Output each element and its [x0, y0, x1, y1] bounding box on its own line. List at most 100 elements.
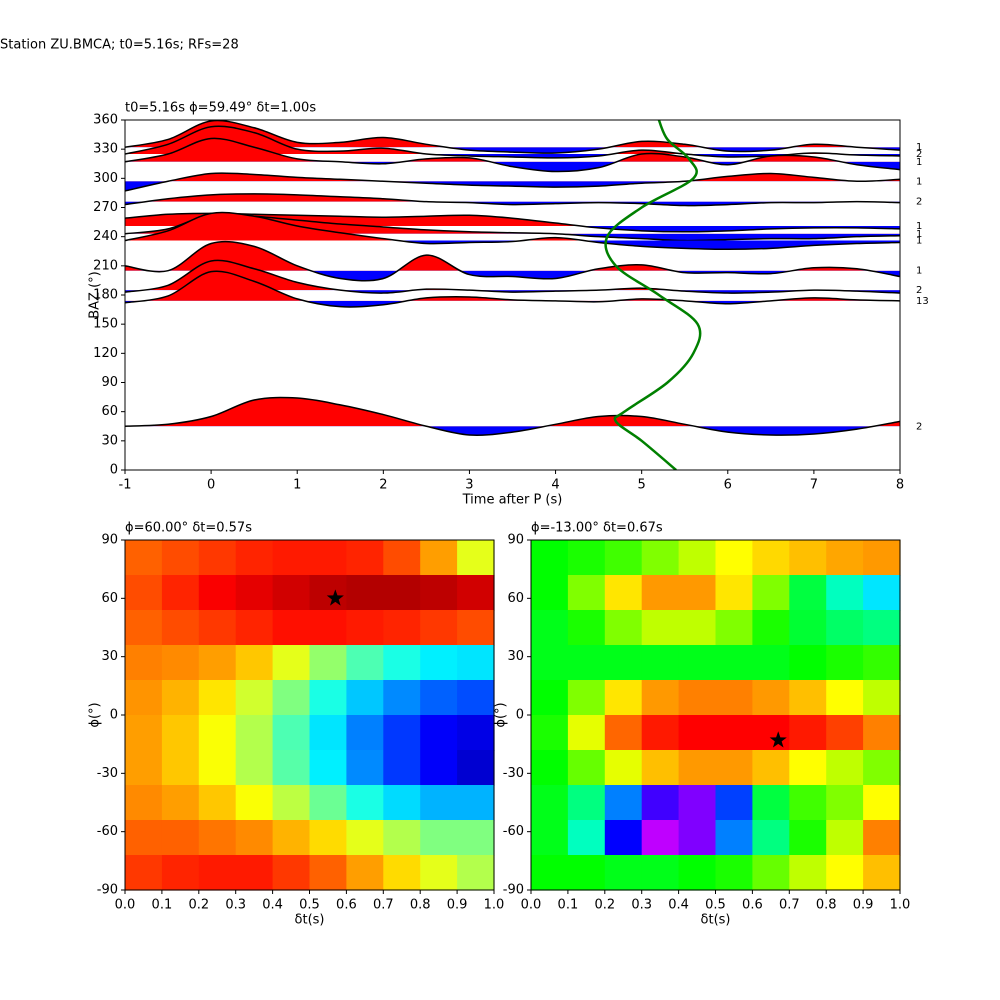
heat-cell — [309, 575, 347, 611]
heat-cell — [457, 785, 495, 821]
heat-cell — [272, 680, 311, 716]
heat-cell — [420, 540, 458, 576]
heat-cell — [826, 715, 864, 751]
heat-cell — [715, 645, 753, 681]
heat-cell — [198, 540, 237, 576]
x-tick-label: 0.8 — [816, 898, 837, 913]
heat-cell — [198, 610, 237, 646]
y-tick-label: -60 — [503, 824, 524, 839]
positive-fill — [145, 193, 427, 202]
heat-cell — [161, 610, 200, 646]
y-tick-label: 150 — [93, 317, 118, 332]
heat-cell — [457, 610, 495, 646]
y-tick-label: 270 — [93, 200, 118, 215]
heat-cell — [383, 680, 421, 716]
heat-cell — [826, 820, 864, 856]
heat-cell — [309, 820, 347, 856]
x-tick-label: 0.8 — [410, 898, 431, 913]
heat-cell — [346, 820, 384, 856]
heat-cell — [678, 785, 717, 821]
heat-cell — [715, 540, 753, 576]
x-tick-label: 8 — [896, 478, 904, 493]
heat-cell — [420, 680, 458, 716]
x-tick-label: 0.9 — [447, 898, 468, 913]
y-axis-label: BAZ (°) — [88, 271, 103, 319]
x-tick-label: 6 — [724, 478, 732, 493]
heat-cell — [420, 575, 458, 611]
heat-cell — [235, 540, 274, 576]
y-tick-label: -90 — [97, 883, 118, 898]
heat-cell — [863, 715, 901, 751]
heat-cell — [272, 855, 311, 891]
heat-cell — [752, 540, 790, 576]
heat-cell — [567, 715, 606, 751]
x-tick-label: 7 — [810, 478, 818, 493]
heat-cell — [420, 610, 458, 646]
heat-cell — [863, 855, 901, 891]
heat-cell — [309, 750, 347, 786]
heat-cell — [531, 610, 569, 646]
heat-cell — [678, 645, 717, 681]
heat-cell — [789, 855, 827, 891]
heat-cell — [235, 855, 274, 891]
heat-cell — [678, 715, 717, 751]
x-tick-label: 4 — [551, 478, 559, 493]
heat-cell — [383, 820, 421, 856]
y-tick-label: 90 — [507, 533, 524, 548]
heat-cell — [531, 820, 569, 856]
heat-cell — [125, 715, 163, 751]
heat-cell — [420, 820, 458, 856]
heat-cell — [125, 750, 163, 786]
heat-cell — [641, 855, 680, 891]
heat-cell — [272, 820, 311, 856]
trace-line — [125, 211, 900, 251]
x-tick-label: 0.4 — [262, 898, 283, 913]
heat-cell — [604, 785, 643, 821]
negative-fill — [148, 270, 900, 281]
heat-cell — [198, 820, 237, 856]
heat-cell — [198, 785, 237, 821]
y-tick-label: 30 — [507, 649, 524, 664]
axes-title: ϕ=60.00° δt=0.57s — [125, 521, 252, 536]
x-tick-label: 0.5 — [299, 898, 320, 913]
trace-count: 2 — [916, 285, 922, 296]
heat-cell — [863, 575, 901, 611]
negative-fill — [125, 161, 900, 172]
y-tick-label: 30 — [101, 433, 118, 448]
heat-cell — [567, 645, 606, 681]
x-tick-label: 1 — [293, 478, 301, 493]
y-tick-label: 90 — [101, 533, 118, 548]
heat-cell — [604, 750, 643, 786]
heat-cell — [715, 680, 753, 716]
heat-cell — [567, 855, 606, 891]
heat-cell — [715, 820, 753, 856]
heat-cell — [383, 855, 421, 891]
heat-cell — [420, 785, 458, 821]
heat-cell — [346, 680, 384, 716]
heat-cell — [235, 645, 274, 681]
heat-cell — [863, 680, 901, 716]
heat-cell — [346, 610, 384, 646]
y-tick-label: 60 — [101, 591, 118, 606]
heat-cell — [272, 785, 311, 821]
heat-cell — [235, 575, 274, 611]
curve — [604, 120, 702, 470]
heat-cell — [161, 575, 200, 611]
heat-cell — [272, 575, 311, 611]
heat-cell — [383, 715, 421, 751]
heat-cell — [678, 540, 717, 576]
positive-fill — [125, 397, 900, 427]
trace-line — [125, 396, 900, 436]
heat-cell — [125, 540, 163, 576]
heat-cell — [420, 645, 458, 681]
heat-cell — [383, 540, 421, 576]
heat-cell — [567, 610, 606, 646]
trace-line — [125, 193, 900, 207]
heat-cell — [383, 785, 421, 821]
heat-cell — [863, 540, 901, 576]
heat-cell — [641, 575, 680, 611]
x-tick-label: 0.7 — [779, 898, 800, 913]
heat-cell — [604, 820, 643, 856]
x-tick-label: 0.2 — [594, 898, 615, 913]
heat-cell — [604, 645, 643, 681]
